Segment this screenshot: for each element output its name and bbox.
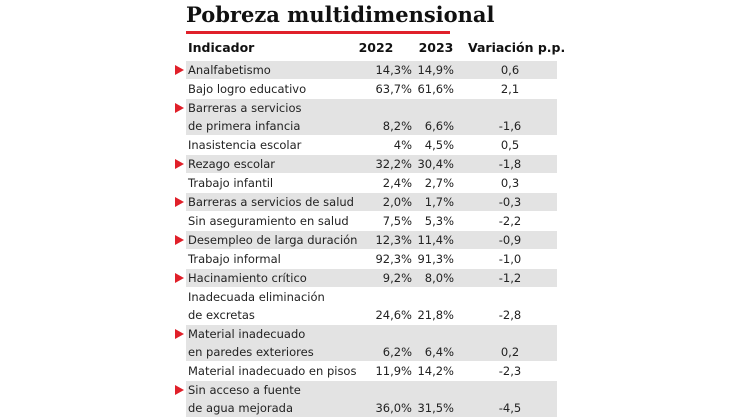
variation: -0,3 xyxy=(498,195,522,209)
indicator-label: Sin aseguramiento en salud xyxy=(188,214,349,228)
value-2022: 12,3% xyxy=(375,233,412,247)
column-header: Variación p.p. xyxy=(468,40,566,55)
variation: -4,5 xyxy=(498,401,522,415)
value-2023: 8,0% xyxy=(424,271,454,285)
value-2023: 2,7% xyxy=(424,176,454,190)
indicator-label: en paredes exteriores xyxy=(188,345,314,359)
indicator-label: Barreras a servicios xyxy=(188,101,302,115)
indicator-label: Material inadecuado en pisos xyxy=(188,364,357,378)
value-2023: 31,5% xyxy=(417,401,454,415)
row-marker xyxy=(175,329,184,339)
indicator-label: de primera infancia xyxy=(188,119,301,133)
value-2022: 92,3% xyxy=(375,252,412,266)
indicator-label: Sin acceso a fuente xyxy=(188,383,301,397)
value-2022: 14,3% xyxy=(375,63,412,77)
indicator-label: Material inadecuado xyxy=(188,327,306,341)
value-2023: 61,6% xyxy=(417,82,454,96)
variation: -1,0 xyxy=(498,252,522,266)
variation: 0,3 xyxy=(500,176,520,190)
variation: -2,3 xyxy=(498,364,522,378)
variation: 0,2 xyxy=(500,345,520,359)
value-2022: 11,9% xyxy=(375,364,412,378)
indicator-label: Trabajo informal xyxy=(188,252,281,266)
row-background xyxy=(186,99,557,135)
value-2023: 30,4% xyxy=(417,157,454,171)
variation: -2,8 xyxy=(498,308,522,322)
value-2022: 2,0% xyxy=(382,195,412,209)
row-background xyxy=(186,269,557,287)
row-background xyxy=(186,193,557,211)
indicator-label: Bajo logro educativo xyxy=(188,82,307,96)
indicator-label: de excretas xyxy=(188,308,255,322)
title: Pobreza multidimensional xyxy=(186,2,495,27)
value-2022: 32,2% xyxy=(375,157,412,171)
value-2023: 1,7% xyxy=(424,195,454,209)
value-2023: 91,3% xyxy=(417,252,454,266)
variation: 0,6 xyxy=(500,63,520,77)
row-marker xyxy=(175,103,184,113)
variation: -1,8 xyxy=(498,157,522,171)
variation: 0,5 xyxy=(500,138,520,152)
value-2023: 6,6% xyxy=(424,119,454,133)
row-marker xyxy=(175,273,184,283)
indicator-label: Barreras a servicios de salud xyxy=(188,195,354,209)
indicator-label: Trabajo infantil xyxy=(188,176,274,190)
row-background xyxy=(186,381,557,417)
row-background xyxy=(186,155,557,173)
column-header: Indicador xyxy=(188,40,255,55)
value-2023: 11,4% xyxy=(417,233,454,247)
indicator-label: Hacinamiento crítico xyxy=(188,271,307,285)
row-marker xyxy=(175,159,184,169)
value-2023: 4,5% xyxy=(424,138,454,152)
row-background xyxy=(186,61,557,79)
value-2022: 36,0% xyxy=(375,401,412,415)
value-2023: 14,9% xyxy=(417,63,454,77)
value-2022: 4% xyxy=(393,138,412,152)
row-background xyxy=(186,231,557,249)
indicator-label: Desempleo de larga duración xyxy=(188,233,358,247)
value-2022: 24,6% xyxy=(375,308,412,322)
value-2022: 7,5% xyxy=(382,214,412,228)
row-marker xyxy=(175,197,184,207)
value-2023: 21,8% xyxy=(417,308,454,322)
row-marker xyxy=(175,385,184,395)
row-marker xyxy=(175,235,184,245)
value-2023: 5,3% xyxy=(424,214,454,228)
variation: -1,2 xyxy=(498,271,522,285)
column-header: 2022 xyxy=(358,40,394,55)
indicator-label: Inasistencia escolar xyxy=(188,138,302,152)
variation: -2,2 xyxy=(498,214,522,228)
value-2023: 14,2% xyxy=(417,364,454,378)
variation: 2,1 xyxy=(500,82,520,96)
value-2022: 6,2% xyxy=(382,345,412,359)
value-2022: 63,7% xyxy=(375,82,412,96)
indicator-label: Rezago escolar xyxy=(188,157,276,171)
indicator-label: Analfabetismo xyxy=(188,63,271,77)
row-background xyxy=(186,325,557,361)
indicator-label: Inadecuada eliminación xyxy=(188,290,325,304)
value-2022: 9,2% xyxy=(382,271,412,285)
row-marker xyxy=(175,65,184,75)
value-2022: 2,4% xyxy=(382,176,412,190)
value-2023: 6,4% xyxy=(424,345,454,359)
value-2022: 8,2% xyxy=(382,119,412,133)
variation: -1,6 xyxy=(498,119,522,133)
indicator-label: de agua mejorada xyxy=(188,401,293,415)
column-header: 2023 xyxy=(418,40,454,55)
title-underline xyxy=(186,31,450,34)
variation: -0,9 xyxy=(498,233,522,247)
